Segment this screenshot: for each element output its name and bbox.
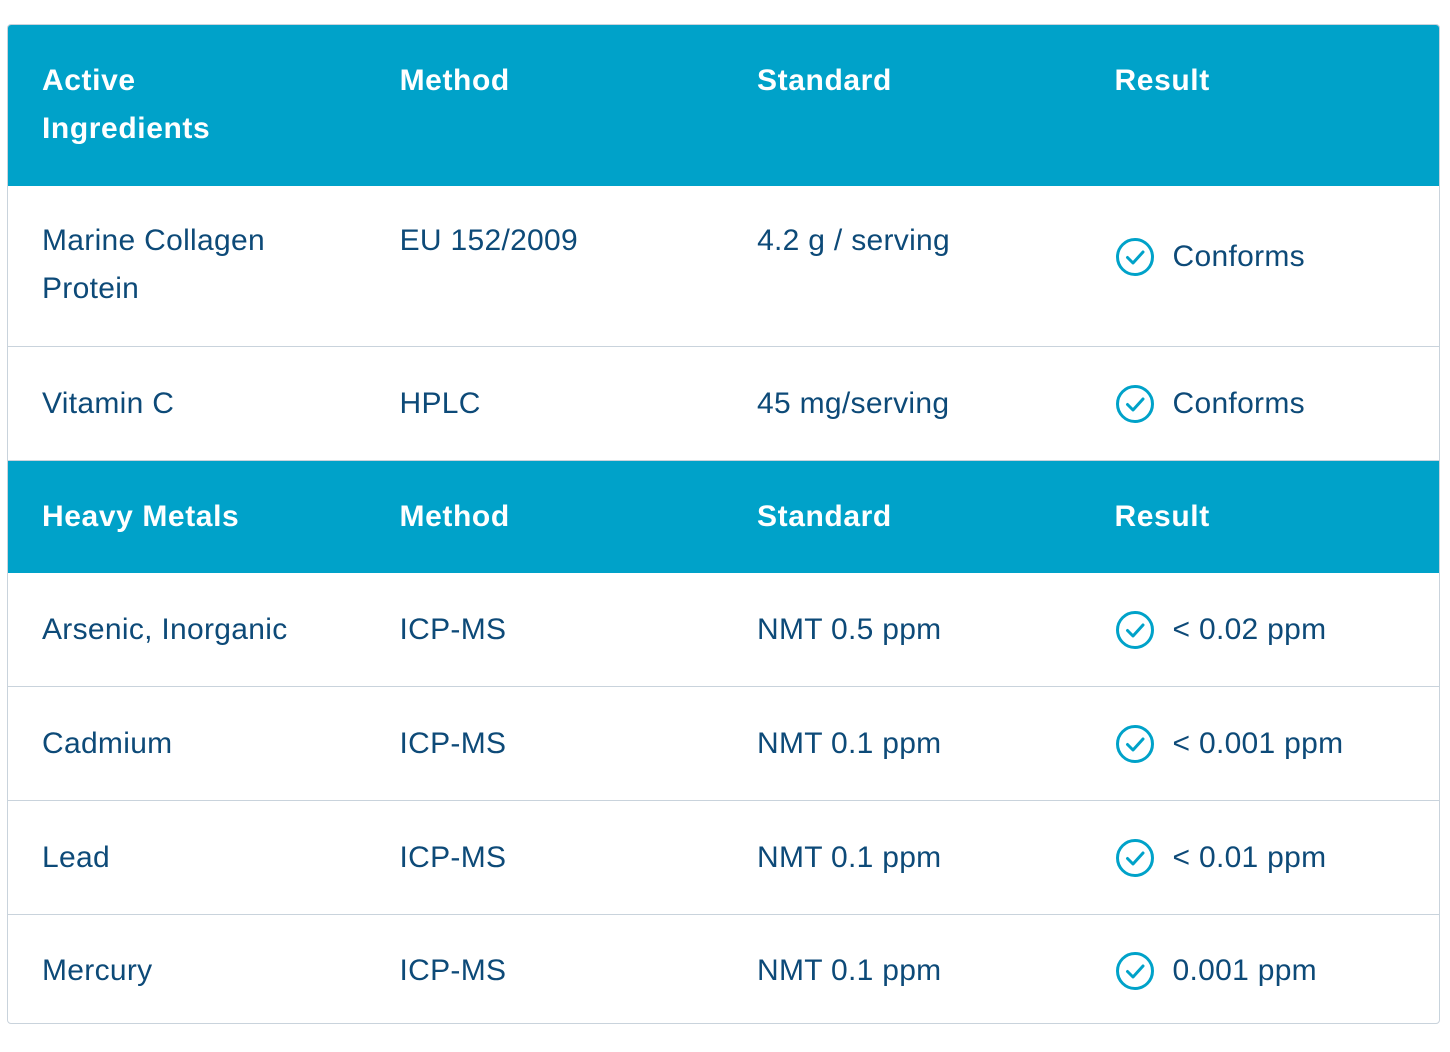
header-cell-category: Active Ingredients	[42, 64, 211, 145]
method-value: ICP-MS	[399, 954, 507, 987]
check-circle-icon	[1115, 724, 1154, 763]
standard-value: NMT 0.1 ppm	[757, 840, 942, 874]
method-value: ICP-MS	[399, 612, 507, 646]
table-row: Vitamin C HPLC 45 mg/serving Conforms	[8, 347, 1439, 461]
header-cell-method: Method	[399, 500, 510, 533]
method-value: EU 152/2009	[399, 224, 579, 257]
ingredient-name: Marine Collagen Protein	[42, 224, 265, 305]
method-value: ICP-MS	[399, 840, 507, 874]
result-text: < 0.001 ppm	[1172, 726, 1344, 760]
test-results-table: Active Ingredients Method Standard Resul…	[7, 24, 1440, 1024]
standard-value: 4.2 g / serving	[757, 224, 950, 257]
result-text: < 0.01 ppm	[1172, 840, 1327, 874]
metal-name: Mercury	[42, 954, 153, 987]
result-value: < 0.01 ppm	[1081, 834, 1440, 882]
table-row: Lead ICP-MS NMT 0.1 ppm < 0.01 ppm	[8, 801, 1439, 915]
result-value: < 0.001 ppm	[1081, 720, 1440, 768]
metal-name: Cadmium	[42, 726, 173, 760]
result-value: < 0.02 ppm	[1081, 606, 1440, 654]
result-value: Conforms	[1081, 380, 1440, 428]
result-text: 0.001 ppm	[1172, 954, 1317, 987]
check-circle-icon	[1115, 384, 1154, 423]
table-header-heavy-metals: Heavy Metals Method Standard Result	[8, 461, 1439, 573]
result-text: Conforms	[1172, 386, 1305, 420]
standard-value: NMT 0.1 ppm	[757, 726, 942, 760]
standard-value: 45 mg/serving	[757, 386, 950, 420]
result-value: 0.001 ppm	[1081, 947, 1440, 995]
check-circle-icon	[1115, 610, 1154, 649]
table-row: Mercury ICP-MS NMT 0.1 ppm 0.001 ppm	[8, 915, 1440, 1023]
result-text: < 0.02 ppm	[1172, 612, 1327, 646]
header-cell-standard: Standard	[757, 64, 892, 97]
table-row: Arsenic, Inorganic ICP-MS NMT 0.5 ppm < …	[8, 573, 1439, 687]
standard-value: NMT 0.1 ppm	[757, 954, 942, 987]
header-cell-result: Result	[1114, 64, 1210, 97]
table-row: Marine Collagen Protein EU 152/2009 4.2 …	[8, 186, 1439, 347]
method-value: HPLC	[399, 386, 481, 420]
check-circle-icon	[1115, 238, 1154, 276]
ingredient-name: Vitamin C	[42, 386, 175, 420]
check-circle-icon	[1115, 952, 1154, 990]
standard-value: NMT 0.5 ppm	[757, 612, 942, 646]
header-cell-result: Result	[1114, 500, 1210, 533]
header-cell-category: Heavy Metals	[42, 500, 240, 533]
header-cell-method: Method	[399, 64, 510, 97]
table-row: Cadmium ICP-MS NMT 0.1 ppm < 0.001 ppm	[8, 687, 1439, 801]
check-circle-icon	[1115, 838, 1154, 877]
result-value: Conforms	[1081, 233, 1439, 281]
metal-name: Lead	[42, 840, 110, 874]
method-value: ICP-MS	[399, 726, 507, 760]
header-cell-standard: Standard	[757, 500, 892, 533]
metal-name: Arsenic, Inorganic	[42, 612, 288, 646]
table-header-active-ingredients: Active Ingredients Method Standard Resul…	[8, 25, 1439, 186]
result-text: Conforms	[1172, 240, 1305, 273]
